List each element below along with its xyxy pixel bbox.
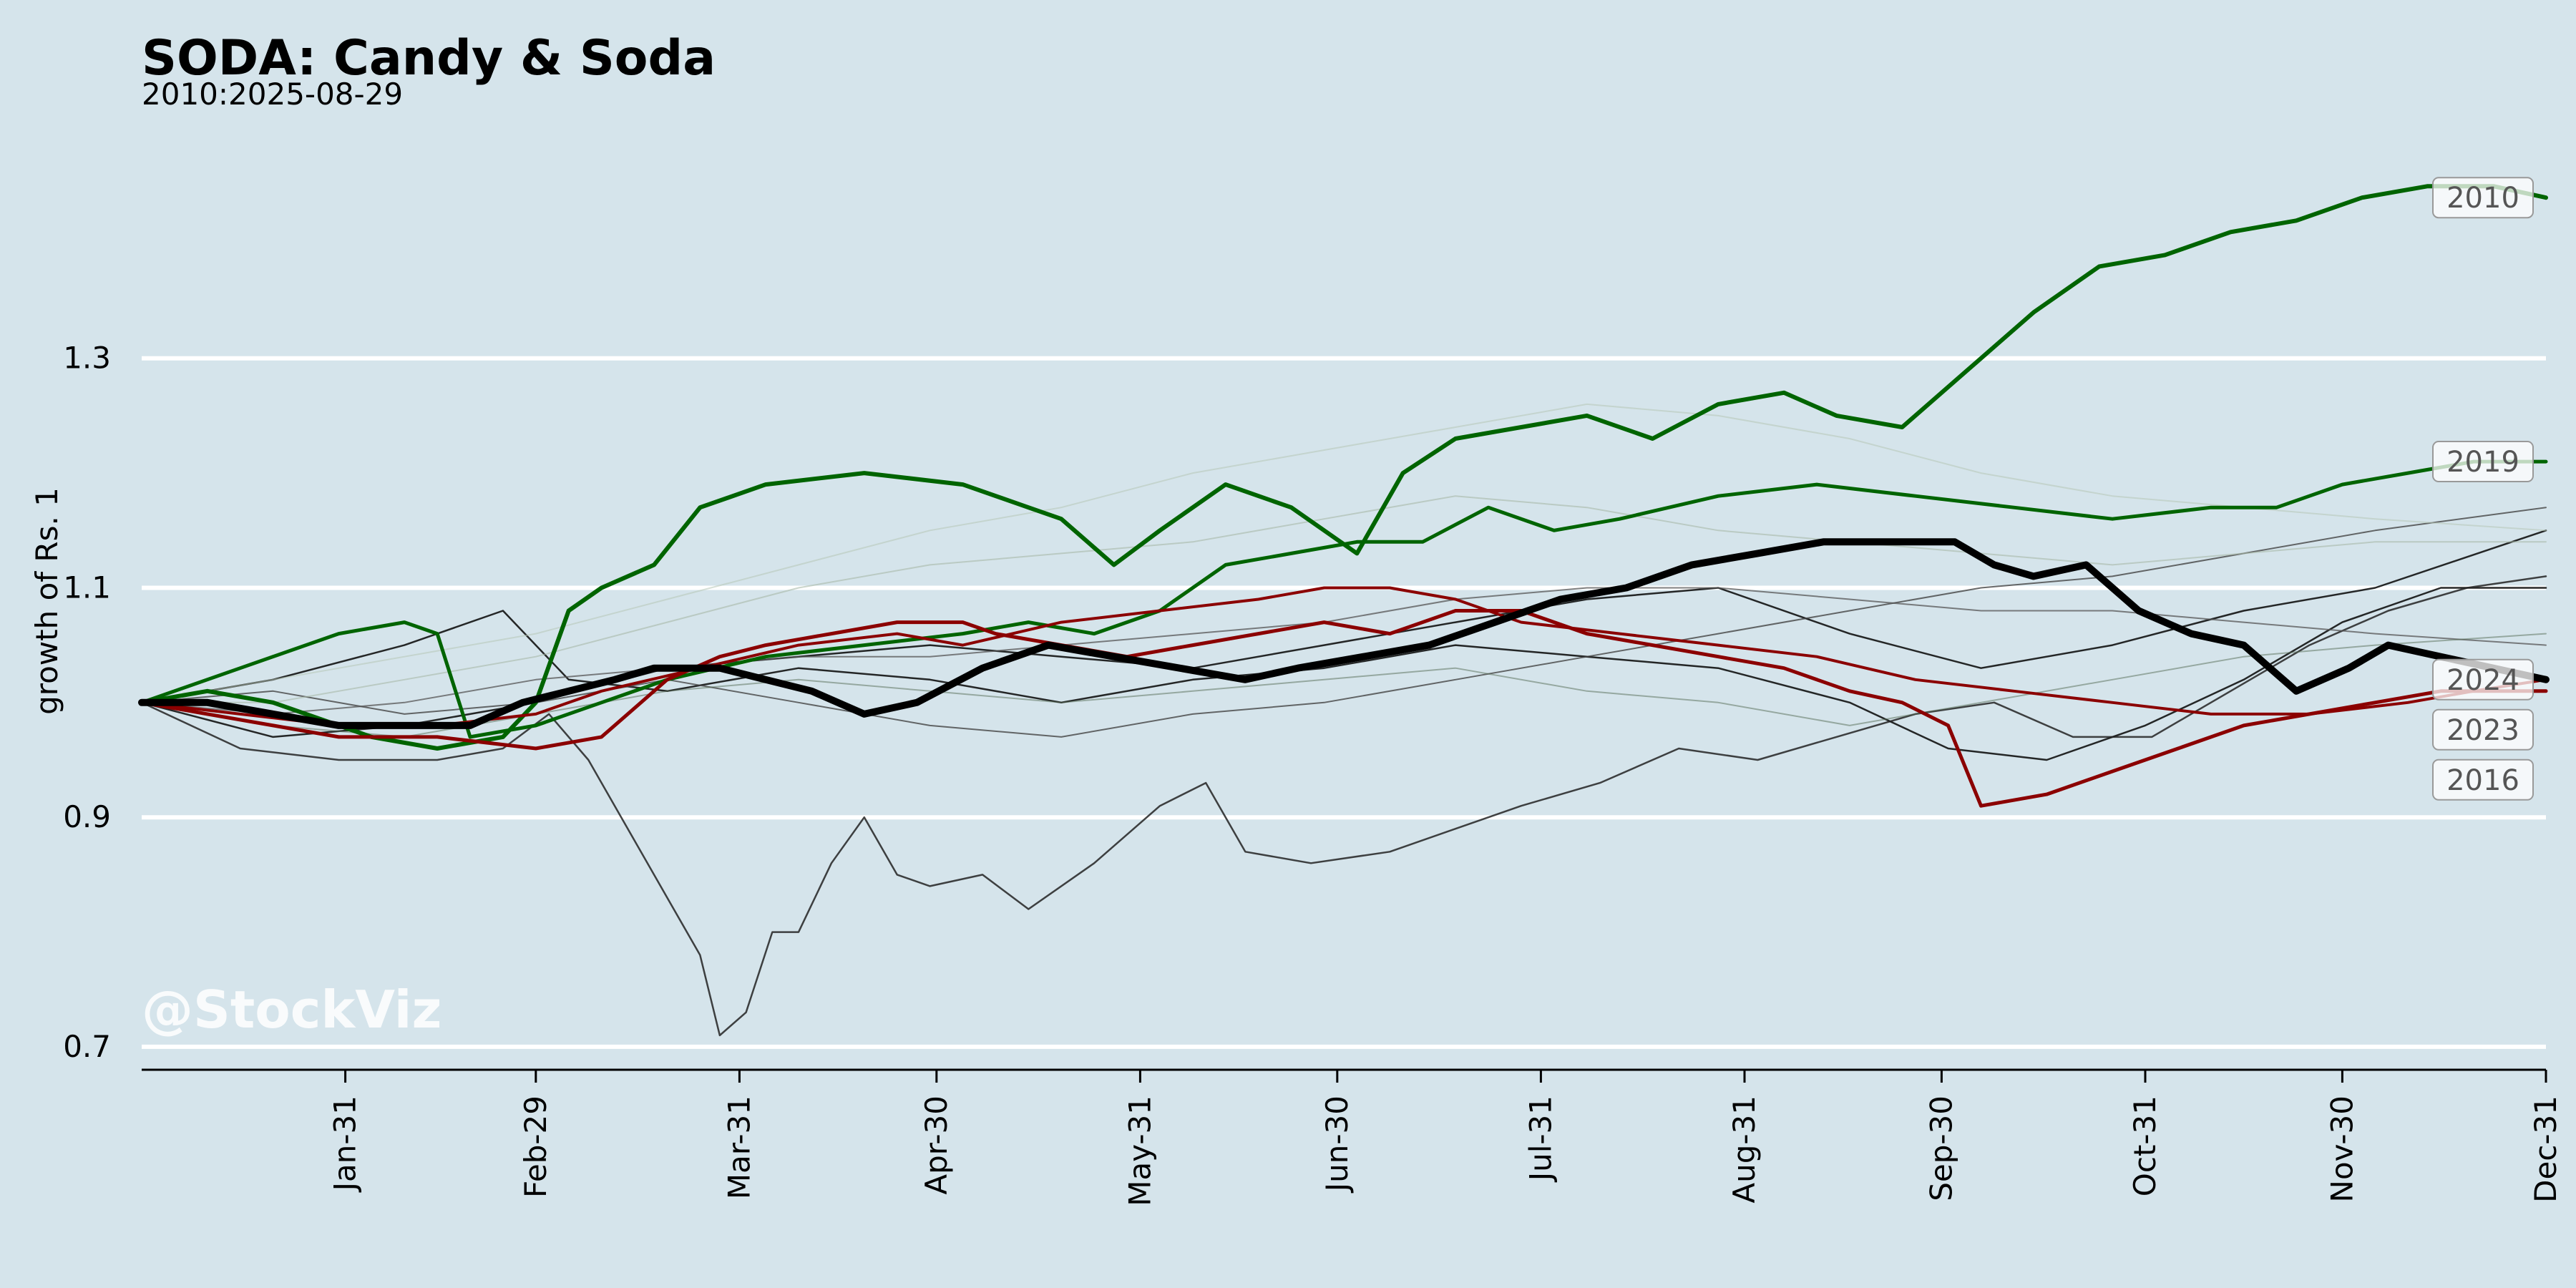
year-label-box: [2432, 758, 2534, 801]
x-tick-label: Jan-31: [328, 1096, 363, 1193]
year-label-text: 2019: [2446, 446, 2519, 479]
x-tick-label: Jun-30: [1319, 1096, 1355, 1194]
x-tick-label: May-31: [1122, 1096, 1157, 1206]
year-label-text: 2010: [2446, 182, 2519, 215]
year-label: 2016: [2432, 758, 2534, 801]
year-label-box: [2432, 441, 2534, 483]
year-label: 2010: [2432, 177, 2534, 219]
y-tick-label: 1.3: [63, 341, 111, 376]
year-label-text: 2023: [2446, 714, 2519, 747]
y-axis: 0.7 0.9 1.1 1.3: [63, 341, 111, 1064]
series-line: [140, 587, 2547, 761]
series-line: [140, 575, 2547, 1037]
year-label-box: [2432, 658, 2534, 701]
y-tick-label: 0.9: [63, 799, 111, 834]
series-line-2019: [140, 459, 2548, 739]
y-axis-label: growth of Rs. 1: [29, 487, 64, 715]
series-line-2024: [138, 538, 2550, 729]
year-label-text: 2016: [2446, 764, 2519, 797]
watermark: @StockViz: [142, 980, 441, 1040]
series-lines: [138, 184, 2550, 1037]
year-labels: 2010 2019 2024 2023 2016: [2432, 177, 2534, 801]
chart-subtitle: 2010:2025-08-29: [142, 77, 403, 112]
x-tick-label: Mar-31: [721, 1096, 756, 1199]
series-line-2010: [140, 184, 2548, 751]
x-tick-label: Oct-31: [2127, 1096, 2162, 1196]
x-tick-label: Dec-31: [2528, 1096, 2563, 1203]
series-line: [141, 403, 2547, 703]
year-label: 2019: [2432, 441, 2534, 483]
year-label: 2024: [2432, 658, 2534, 701]
grid-lines: [142, 356, 2546, 1049]
x-tick-label: Feb-29: [518, 1096, 553, 1198]
year-label-box: [2432, 708, 2534, 751]
series-line: [141, 495, 2547, 703]
x-tick-label: Aug-31: [1727, 1096, 1762, 1204]
x-tick-label: Nov-30: [2324, 1096, 2359, 1202]
year-label-text: 2024: [2446, 664, 2519, 697]
x-axis: Jan-31 Feb-29 Mar-31 Apr-30 May-31 Jun-30 Jul-…: [142, 1068, 2563, 1206]
year-label: 2023: [2432, 708, 2534, 751]
x-tick-label: Sep-30: [1923, 1096, 1958, 1201]
y-tick-label: 1.1: [63, 570, 111, 605]
y-tick-label: 0.7: [63, 1029, 111, 1064]
chart-title: SODA: Candy & Soda: [142, 30, 716, 87]
year-label-box: [2432, 177, 2534, 219]
series-line-2023: [140, 586, 2547, 727]
series-line-2016: [140, 609, 2548, 808]
x-tick-label: Jul-31: [1523, 1096, 1558, 1183]
x-tick-label: Apr-30: [919, 1096, 954, 1195]
series-line: [141, 587, 2547, 715]
